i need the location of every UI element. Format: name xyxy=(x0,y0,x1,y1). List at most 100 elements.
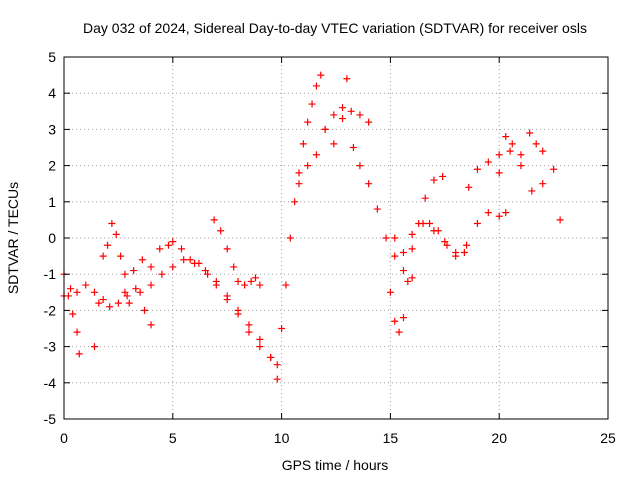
y-tick-label: -4 xyxy=(44,375,57,391)
data-point xyxy=(408,274,416,282)
y-tick-label: 4 xyxy=(48,85,56,101)
data-point xyxy=(158,270,166,278)
data-point xyxy=(223,292,231,300)
data-point xyxy=(508,140,516,148)
data-point xyxy=(123,292,131,300)
y-tick-label: -1 xyxy=(44,266,57,282)
series-arc-5 xyxy=(125,256,281,383)
data-point xyxy=(132,285,140,293)
data-point xyxy=(356,162,364,170)
y-axis-label: SDTVAR / TECUs xyxy=(5,182,21,294)
data-point xyxy=(473,220,481,228)
series-arc-14 xyxy=(426,220,468,260)
data-point xyxy=(321,125,329,133)
data-point xyxy=(308,100,316,108)
data-point xyxy=(273,375,281,383)
data-point xyxy=(147,263,155,271)
data-point xyxy=(291,198,299,206)
data-point xyxy=(365,180,373,188)
data-point xyxy=(517,162,525,170)
data-point xyxy=(434,227,442,235)
data-point xyxy=(399,267,407,275)
data-point xyxy=(286,234,294,242)
data-point xyxy=(399,314,407,322)
data-points xyxy=(60,71,564,383)
data-point xyxy=(90,288,98,296)
data-point xyxy=(395,328,403,336)
data-point xyxy=(99,296,107,304)
data-point xyxy=(278,325,286,332)
data-point xyxy=(517,151,525,159)
data-point xyxy=(141,306,149,314)
data-point xyxy=(399,248,407,256)
data-point xyxy=(267,353,275,361)
data-point xyxy=(138,256,146,264)
data-point xyxy=(164,241,172,249)
data-point xyxy=(539,147,547,155)
data-point xyxy=(495,151,503,159)
data-point xyxy=(502,209,510,217)
data-point xyxy=(484,158,492,166)
data-point xyxy=(204,270,212,278)
data-point xyxy=(304,162,312,170)
series-arc-1 xyxy=(60,281,155,329)
data-point xyxy=(465,183,473,191)
data-point xyxy=(136,288,144,296)
data-point xyxy=(234,306,242,314)
data-point xyxy=(82,281,90,289)
data-point xyxy=(484,209,492,217)
data-point xyxy=(386,288,394,296)
data-point xyxy=(73,288,81,296)
grid-lines xyxy=(64,57,608,419)
data-point xyxy=(95,299,103,307)
data-point xyxy=(343,75,351,83)
x-tick-label: 10 xyxy=(274,430,290,446)
data-point xyxy=(550,165,558,173)
data-point xyxy=(304,118,312,126)
data-point xyxy=(256,335,264,343)
series-arc-12 xyxy=(465,147,564,224)
data-point xyxy=(473,165,481,173)
y-tick-label: 5 xyxy=(48,49,56,65)
data-point xyxy=(256,281,264,289)
data-point xyxy=(125,299,133,307)
data-point xyxy=(539,180,547,188)
y-tick-label: 1 xyxy=(48,194,56,210)
data-point xyxy=(69,310,77,318)
y-tick-label: 2 xyxy=(48,158,56,174)
series-arc-3 xyxy=(90,220,129,351)
x-tick-label: 5 xyxy=(169,430,177,446)
data-point xyxy=(121,288,129,296)
data-point xyxy=(147,321,155,329)
data-point xyxy=(241,281,249,289)
chart-title: Day 032 of 2024, Sidereal Day-to-day VTE… xyxy=(83,20,587,36)
data-point xyxy=(419,220,427,228)
data-point xyxy=(330,140,338,148)
x-tick-label: 25 xyxy=(600,430,616,446)
data-point xyxy=(495,169,503,177)
data-point xyxy=(191,259,199,267)
series-arc-6 xyxy=(210,216,264,289)
data-point xyxy=(299,140,307,148)
y-tick-label: -3 xyxy=(44,339,57,355)
x-tick-label: 20 xyxy=(491,430,507,446)
data-point xyxy=(452,252,460,260)
data-point xyxy=(234,277,242,285)
data-point xyxy=(75,350,83,358)
data-point xyxy=(201,267,209,275)
data-point xyxy=(339,115,347,123)
data-point xyxy=(210,216,218,224)
data-point xyxy=(312,151,320,159)
data-point xyxy=(186,256,194,264)
data-point xyxy=(391,252,399,260)
data-point xyxy=(273,361,281,369)
data-point xyxy=(169,263,177,271)
data-point xyxy=(502,133,510,141)
series-arc-8 xyxy=(295,104,373,188)
data-point xyxy=(99,252,107,260)
series-arc-10 xyxy=(386,172,447,336)
x-tick-label: 0 xyxy=(60,430,68,446)
data-point xyxy=(439,172,447,180)
data-point xyxy=(460,248,468,256)
